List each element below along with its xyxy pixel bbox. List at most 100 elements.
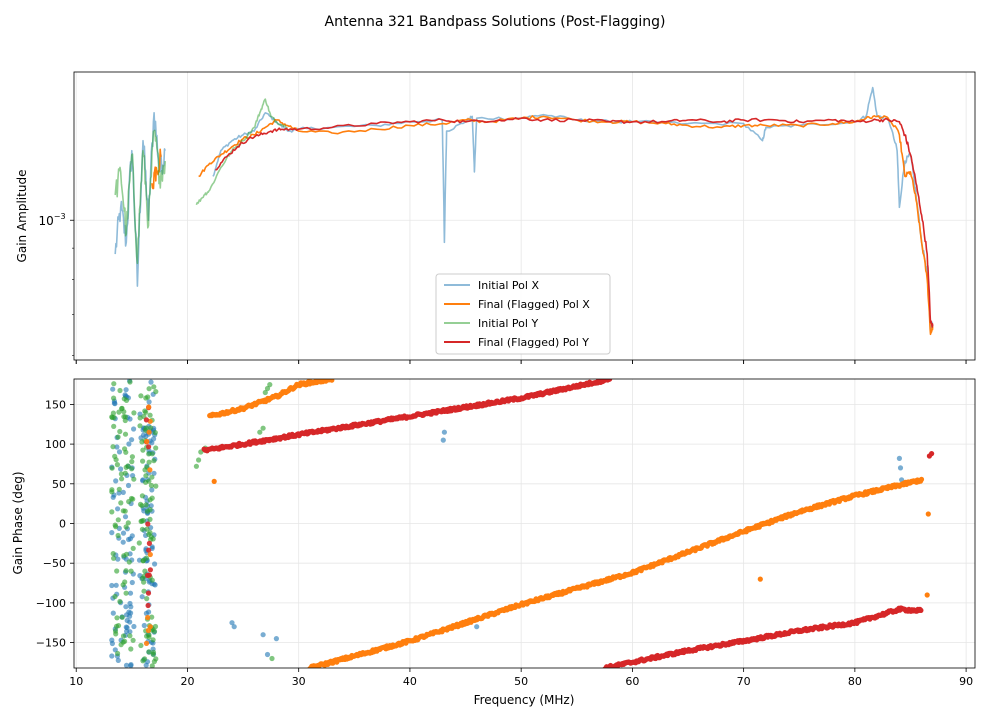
phase-point-initial-pol-y [264, 385, 271, 392]
phase-point-initial-pol-y [152, 623, 159, 630]
phase-point-initial-pol-y [113, 631, 119, 637]
phase-point-initial-pol-x [474, 624, 480, 630]
phase-point-initial-pol-y [114, 462, 120, 468]
phase-point-initial-pol-y [122, 414, 128, 420]
phase-point-initial-pol-y [138, 393, 144, 399]
phase-point-initial-pol-y [193, 463, 199, 469]
phase-point-initial-pol-y [140, 458, 146, 464]
phase-point-initial-pol-y [147, 530, 153, 536]
phase-point-initial-pol-x [125, 482, 132, 489]
phase-point-initial-pol-x [126, 609, 132, 615]
phase-point-initial-pol-y [122, 579, 128, 585]
phase-point-initial-pol-x [264, 651, 271, 658]
phase-point-initial-pol-y [142, 656, 148, 662]
amplitude-line-initial-pol-y [114, 98, 288, 265]
phase-point-initial-pol-y [147, 412, 153, 418]
phase-point-final-flagged-noise [147, 624, 153, 630]
phase-point-final-flagged-noise [147, 567, 153, 573]
phase-tick-label-x-60: 60 [625, 675, 639, 688]
legend: Initial Pol X Final (Flagged) Pol X Init… [435, 273, 611, 355]
phase-point-initial-pol-y [123, 397, 130, 403]
phase-point-initial-pol-y [128, 568, 134, 574]
phase-point-initial-pol-x [151, 436, 157, 442]
legend-frame [435, 273, 611, 355]
phase-tick-label-y-100: 100 [45, 438, 66, 451]
phase-point-initial-pol-x [127, 629, 133, 635]
phase-point-final-flagged-noise [145, 602, 151, 609]
phase-point-initial-pol-y [151, 458, 157, 464]
phase-point-initial-pol-x [260, 632, 266, 638]
phase-point-initial-pol-y [117, 428, 123, 435]
phase-point-initial-pol-y [257, 429, 263, 435]
phase-point-initial-pol-y [122, 431, 129, 437]
phase-point-initial-pol-x [146, 399, 152, 405]
phase-point-initial-pol-x [151, 470, 157, 476]
legend-label-final-y: Final (Flagged) Pol Y [478, 336, 589, 349]
figure-title: Antenna 321 Bandpass Solutions (Post-Fla… [325, 14, 666, 30]
phase-point-initial-pol-x [128, 662, 134, 668]
phase-tick-label-y-0: 0 [59, 518, 66, 531]
phase-point-initial-pol-y [118, 500, 124, 506]
phase-point-initial-pol-y [119, 614, 125, 620]
phase-point-initial-pol-x [110, 386, 116, 392]
phase-point-initial-pol-y [140, 575, 146, 581]
phase-point-final-flagged-pol-x [329, 379, 335, 383]
phase-point-initial-pol-x [115, 556, 121, 562]
phase-point-initial-pol-y [109, 509, 115, 515]
phase-tick-label-x-40: 40 [403, 675, 417, 688]
phase-point-initial-pol-y [151, 384, 157, 390]
phase-point-initial-pol-y [146, 459, 152, 465]
phase-point-initial-pol-x [149, 440, 155, 446]
phase-point-initial-pol-y [150, 637, 156, 643]
phase-point-final-flagged-noise [146, 547, 152, 553]
phase-point-initial-pol-y [122, 470, 128, 476]
phase-point-initial-pol-y [128, 646, 134, 652]
phase-point-initial-pol-y [115, 532, 121, 539]
phase-point-initial-pol-y [123, 568, 129, 574]
phase-point-initial-pol-y [146, 649, 152, 655]
phase-point-initial-pol-y [119, 476, 125, 482]
phase-point-initial-pol-x [128, 604, 134, 610]
phase-point-initial-pol-y [139, 439, 145, 445]
phase-point-initial-pol-y [123, 449, 129, 455]
phase-point-initial-pol-y [117, 387, 123, 394]
phase-point-initial-pol-y [125, 463, 131, 469]
phase-point-initial-pol-y [126, 559, 132, 565]
phase-point-initial-pol-y [110, 551, 116, 557]
phase-point-initial-pol-y [130, 637, 136, 643]
phase-point-initial-pol-y [140, 447, 146, 453]
phase-point-initial-pol-y [129, 454, 135, 460]
phase-tick-label-y--50: −50 [43, 557, 66, 570]
phase-point-initial-pol-y [115, 517, 121, 523]
phase-point-initial-pol-y [144, 596, 150, 602]
phase-point-final-flagged-noise [147, 467, 153, 473]
phase-point-initial-pol-x [152, 561, 158, 567]
phase-point-initial-pol-x [120, 530, 127, 536]
phase-point-initial-pol-y [130, 496, 136, 502]
phase-point-initial-pol-y [120, 508, 126, 514]
phase-point-initial-pol-y [138, 642, 144, 649]
phase-point-initial-pol-y [147, 516, 153, 523]
amplitude-axes-frame [73, 71, 976, 361]
phase-point-initial-pol-x [109, 530, 115, 536]
phase-point-initial-pol-y [123, 524, 129, 530]
phase-point-final-flagged-noise [146, 444, 152, 450]
phase-point-initial-pol-x [231, 624, 237, 630]
phase-tick-label-y--150: −150 [36, 637, 66, 650]
phase-point-initial-pol-x [146, 609, 152, 615]
phase-point-initial-pol-x [109, 637, 115, 643]
phase-point-initial-pol-y [122, 638, 128, 644]
phase-point-final-flagged-noise [146, 540, 152, 547]
phase-point-initial-pol-y [129, 466, 135, 472]
phase-tick-label-y-50: 50 [52, 478, 66, 491]
phase-point-initial-pol-x [123, 387, 129, 393]
phase-ticks: 10 20 30 40 50 60 70 80 90 −150 −100 −50 0 50 100 150 [36, 398, 973, 688]
phase-tick-label-x-50: 50 [514, 675, 528, 688]
phase-ylabel: Gain Phase (deg) [11, 471, 25, 574]
phase-tick-label-y-150: 150 [45, 398, 66, 411]
phase-point-final-flagged-pol-y [929, 451, 935, 457]
phase-tick-label-x-90: 90 [959, 675, 973, 688]
phase-point-initial-pol-y [153, 389, 159, 395]
phase-point-initial-pol-x [109, 582, 115, 589]
